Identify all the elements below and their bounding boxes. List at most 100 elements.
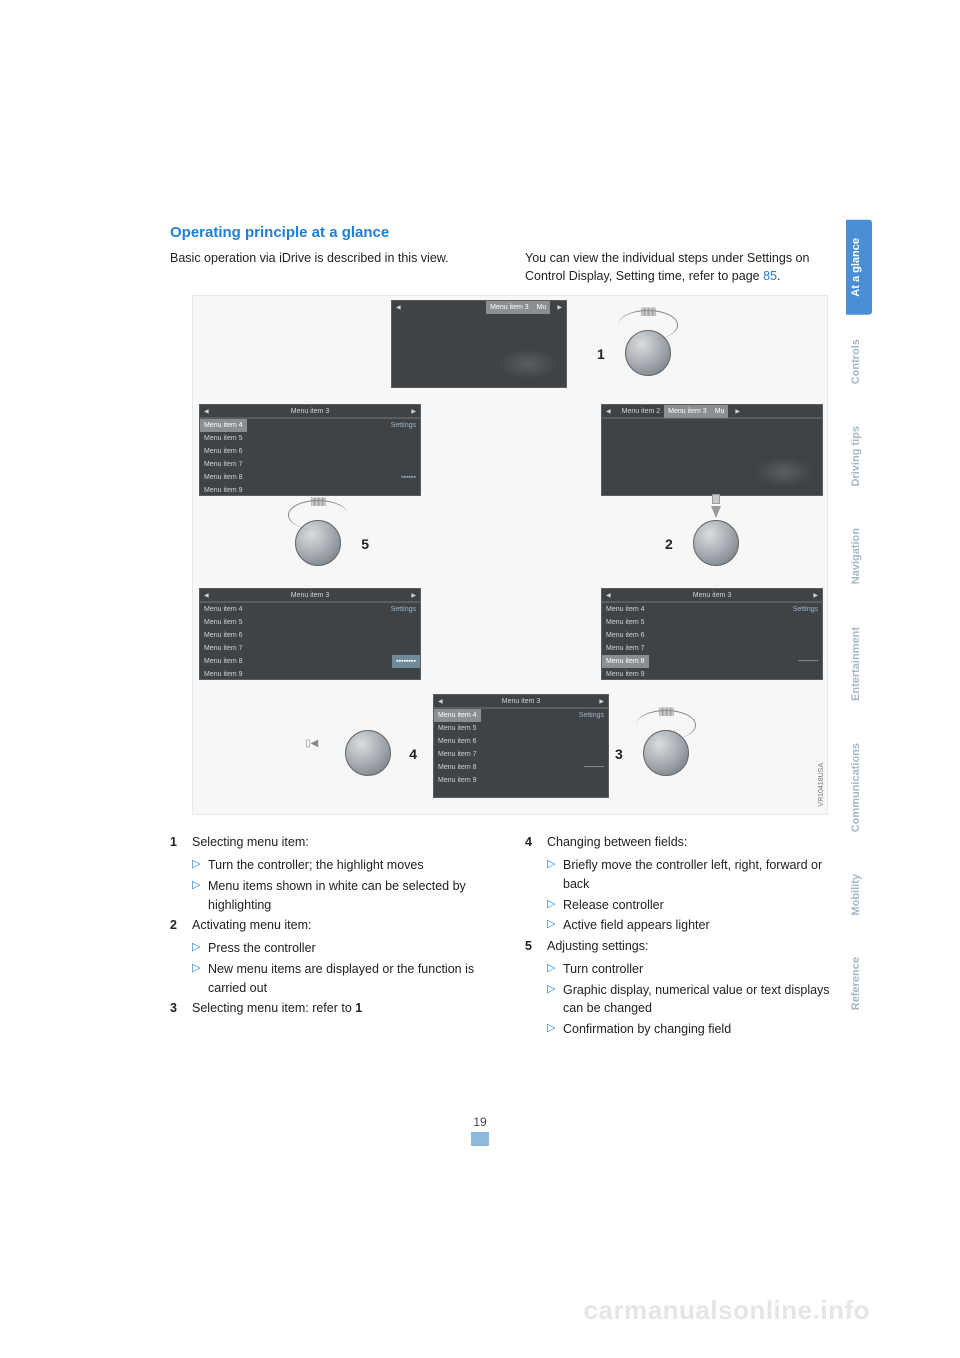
page-number-bar: [471, 1132, 489, 1146]
l3-m6: Menu item 6: [200, 629, 247, 642]
intro-left: Basic operation via iDrive is described …: [170, 249, 495, 285]
b-m5: Menu item 5: [434, 722, 481, 735]
r3-m6: Menu item 6: [602, 629, 649, 642]
l3-clock: ▪▪▪▪▪▪▪▪: [392, 655, 420, 668]
step-1-sub-0-text: Turn the controller; the highlight moves: [208, 856, 495, 875]
l2-menu-3: Menu item 3: [216, 405, 405, 418]
step-5-sub-2: ▷Confirmation by changing field: [547, 1020, 850, 1039]
page: At a glance Controls Driving tips Naviga…: [0, 0, 960, 1358]
step-1-sub-1: ▷Menu items shown in white can be select…: [192, 877, 495, 915]
l3-m5: Menu item 5: [200, 616, 247, 629]
b-m8: Menu item 8: [434, 761, 481, 774]
knob-4-num: 4: [409, 746, 417, 762]
l2-clock: ▪▪▪▪▪▪: [397, 471, 420, 484]
step-text-5: Adjusting settings:: [547, 937, 850, 956]
knob-3-wrap: ||||||||||| 3: [631, 716, 701, 786]
steps-right-col: 4Changing between fields:▷Briefly move t…: [525, 833, 850, 1041]
step-4-sub-1-text: Release controller: [563, 896, 850, 915]
step-4-sub-1: ▷Release controller: [547, 896, 850, 915]
l3-m4: Menu item 4: [200, 603, 247, 616]
b-m9: Menu item 9: [434, 774, 481, 787]
triangle-bullet-icon: ▷: [547, 916, 563, 935]
r3-m3: Menu item 3: [618, 589, 807, 602]
knob-3-num: 3: [615, 746, 623, 762]
screen-r3: Menu item 4Settings Menu item 5 Menu ite…: [601, 602, 823, 680]
triangle-bullet-icon: ▷: [192, 960, 208, 998]
page-number-wrap: 19: [471, 1115, 489, 1146]
triangle-bullet-icon: ▷: [547, 896, 563, 915]
triangle-bullet-icon: ▷: [192, 877, 208, 915]
knob-2-arrow-shaft: [712, 494, 720, 504]
r3-clock: ────: [794, 655, 822, 668]
knob-4-arrow-left-icon: ▯◀: [305, 738, 318, 749]
steps-left-col: 1Selecting menu item:▷Turn the controlle…: [170, 833, 495, 1041]
step-5: 5Adjusting settings:: [525, 937, 850, 956]
step-4-sub-0-text: Briefly move the controller left, right,…: [563, 856, 850, 894]
l2-m5: Menu item 5: [200, 432, 247, 445]
l3-m9: Menu item 9: [200, 668, 247, 681]
l2-m6: Menu item 6: [200, 445, 247, 458]
step-2-sub-0-text: Press the controller: [208, 939, 495, 958]
intro-columns: Basic operation via iDrive is described …: [170, 249, 850, 285]
step-text-4: Changing between fields:: [547, 833, 850, 852]
diagram-code: VR10418USA: [818, 763, 825, 807]
screen-l2-header: Menu item 3: [199, 404, 421, 418]
triangle-bullet-icon: ▷: [547, 960, 563, 979]
r3-m9: Menu item 9: [602, 668, 649, 681]
step-text-3: Selecting menu item: refer to 1: [192, 999, 495, 1018]
screen-top: Menu item 3 Mu: [391, 300, 567, 388]
b-clock: ────: [580, 761, 608, 774]
b-tri-right: [592, 695, 608, 708]
step-num-3: 3: [170, 999, 192, 1018]
knob-1-wrap: ||||||||||| 1: [613, 316, 683, 386]
step-text-1: Selecting menu item:: [192, 833, 495, 852]
top-tri-right: [550, 301, 566, 314]
knob-3-arc: [636, 710, 696, 740]
screen-l3: Menu item 4Settings Menu item 5 Menu ite…: [199, 602, 421, 680]
l3-tri-right: [404, 589, 420, 602]
l3-tri-left: [200, 589, 216, 602]
idrive-diagram: VR10418USA Menu item 3 Mu ||||||||||| 1: [192, 295, 828, 815]
r2-mu: Mu: [711, 405, 729, 418]
screen-b-header: Menu item 3: [433, 694, 609, 708]
r3-m5: Menu item 5: [602, 616, 649, 629]
step-4-sub-2-text: Active field appears lighter: [563, 916, 850, 935]
step-5-sub-0-text: Turn controller: [563, 960, 850, 979]
watermark: carmanualsonline.info: [584, 1295, 870, 1326]
step-2-sub-1: ▷New menu items are displayed or the fun…: [192, 960, 495, 998]
l2-m4: Menu item 4: [200, 419, 247, 432]
top-menu-mu: Mu: [533, 301, 551, 314]
step-1-sub-0: ▷Turn the controller; the highlight move…: [192, 856, 495, 875]
knob-5-arc: [288, 500, 348, 530]
r2-m3: Menu item 3: [664, 405, 711, 418]
triangle-bullet-icon: ▷: [547, 1020, 563, 1039]
page-ref-link[interactable]: 85: [763, 269, 777, 283]
b-tri-left: [434, 695, 450, 708]
step-num-2: 2: [170, 916, 192, 935]
r3-tri-left: [602, 589, 618, 602]
knob-5-wrap: ||||||||||| 5: [283, 506, 353, 576]
step-num-1: 1: [170, 833, 192, 852]
step-4-sub-0: ▷Briefly move the controller left, right…: [547, 856, 850, 894]
intro-right-text-b: .: [777, 269, 780, 283]
r3-tri-right: [806, 589, 822, 602]
step-num-4: 4: [525, 833, 547, 852]
l2-m8: Menu item 8: [200, 471, 247, 484]
l3-m8: Menu item 8: [200, 655, 247, 668]
knob-4-wrap: ▯◀ 4: [333, 716, 403, 786]
step-4: 4Changing between fields:: [525, 833, 850, 852]
step-5-sub-2-text: Confirmation by changing field: [563, 1020, 850, 1039]
knob-2-num: 2: [665, 536, 673, 552]
l2-m7: Menu item 7: [200, 458, 247, 471]
l2-tri-left: [200, 405, 216, 418]
step-2-sub-1-text: New menu items are displayed or the func…: [208, 960, 495, 998]
knob-2-wrap: 2: [681, 506, 751, 576]
knob-4: [345, 730, 391, 776]
screen-r2: [601, 418, 823, 496]
b-m4: Menu item 4: [434, 709, 481, 722]
r3-m7: Menu item 7: [602, 642, 649, 655]
steps-columns: 1Selecting menu item:▷Turn the controlle…: [170, 833, 850, 1041]
step-1: 1Selecting menu item:: [170, 833, 495, 852]
b-settings: Settings: [575, 709, 608, 722]
intro-right: You can view the individual steps under …: [525, 249, 850, 285]
